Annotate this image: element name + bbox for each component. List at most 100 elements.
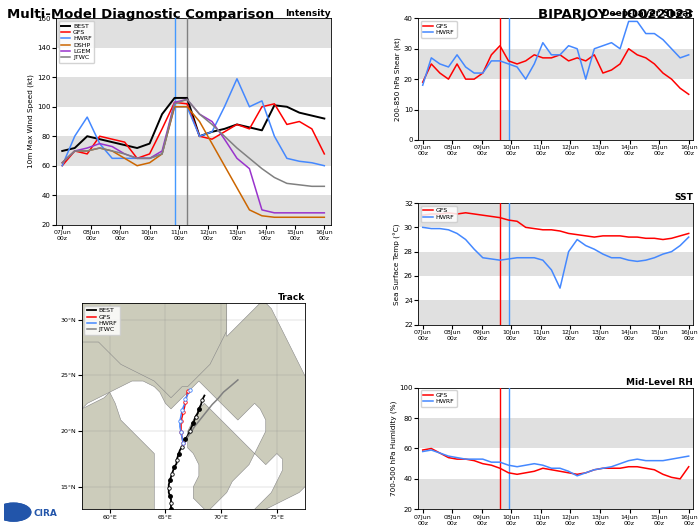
JTWC <box>71 148 79 154</box>
BEST <box>95 136 104 142</box>
GFS <box>120 139 129 145</box>
GFS <box>608 465 616 471</box>
Legend: GFS, HWRF: GFS, HWRF <box>421 206 456 222</box>
GFS <box>479 460 487 467</box>
GFS <box>258 103 266 110</box>
JTWC <box>245 155 253 162</box>
GFS <box>530 468 538 475</box>
DSHP <box>83 148 92 154</box>
HWRF <box>295 158 304 164</box>
GFS <box>590 234 598 240</box>
HWRF <box>461 236 470 243</box>
Y-axis label: 10m Max Wind Speed (kt): 10m Max Wind Speed (kt) <box>28 75 34 169</box>
HWRF <box>479 456 487 463</box>
BEST <box>167 506 175 512</box>
Text: SST: SST <box>674 193 693 202</box>
HWRF <box>487 256 496 262</box>
HWRF <box>186 387 194 393</box>
GFS <box>573 232 582 238</box>
GFS <box>470 457 478 464</box>
GFS <box>564 470 573 476</box>
Line: JTWC: JTWC <box>62 99 324 186</box>
GFS <box>676 85 685 91</box>
DSHP <box>195 118 204 124</box>
GFS <box>180 405 188 411</box>
DSHP <box>183 103 191 110</box>
Legend: GFS, HWRF: GFS, HWRF <box>421 390 456 407</box>
JTWC <box>179 440 188 447</box>
BEST <box>258 127 266 133</box>
Line: GFS: GFS <box>181 391 188 444</box>
HWRF <box>444 227 453 233</box>
GFS <box>650 467 659 473</box>
HWRF <box>435 225 444 232</box>
BEST <box>166 477 174 484</box>
HWRF <box>427 225 435 232</box>
JTWC <box>195 111 204 117</box>
GFS <box>547 227 556 233</box>
JTWC <box>181 437 190 443</box>
JTWC <box>120 151 129 157</box>
BEST <box>189 420 197 426</box>
HWRF <box>177 413 186 419</box>
GFS <box>419 447 427 453</box>
DSHP <box>208 141 216 147</box>
HWRF <box>573 46 582 52</box>
JTWC <box>158 151 167 157</box>
HWRF <box>180 401 188 407</box>
JTWC <box>190 424 199 430</box>
BEST <box>170 95 178 101</box>
GFS <box>659 70 667 76</box>
DSHP <box>95 145 104 151</box>
HWRF <box>608 39 616 46</box>
JTWC <box>183 434 192 440</box>
GFS <box>530 225 538 232</box>
LGEM <box>195 111 204 117</box>
BEST <box>83 133 92 139</box>
BEST <box>195 406 203 412</box>
JTWC <box>83 148 92 154</box>
BEST <box>208 129 216 135</box>
HWRF <box>427 55 435 61</box>
Line: GFS: GFS <box>423 448 689 479</box>
GFS <box>642 465 650 471</box>
DSHP <box>270 214 279 220</box>
GFS <box>633 464 641 470</box>
HWRF <box>685 51 693 58</box>
GFS <box>435 211 444 217</box>
Line: GFS: GFS <box>423 213 689 239</box>
BEST <box>220 125 229 132</box>
BEST <box>183 95 191 101</box>
BEST <box>120 142 129 148</box>
Text: BIPARJOY - IO022023: BIPARJOY - IO022023 <box>538 8 693 21</box>
HWRF <box>676 455 685 461</box>
BEST <box>168 470 176 477</box>
Text: Multi-Model Diagnostic Comparison: Multi-Model Diagnostic Comparison <box>7 8 274 21</box>
GFS <box>650 61 659 67</box>
BEST <box>58 148 66 154</box>
JTWC <box>234 377 242 383</box>
BEST <box>320 116 328 122</box>
BEST <box>164 485 173 491</box>
HWRF <box>547 51 556 58</box>
GFS <box>513 218 522 224</box>
BEST <box>183 433 192 439</box>
Y-axis label: 700-500 hPa Humidity (%): 700-500 hPa Humidity (%) <box>390 401 397 496</box>
BEST <box>167 474 175 480</box>
BEST <box>71 145 79 151</box>
DSHP <box>133 163 141 169</box>
HWRF <box>598 251 607 257</box>
BEST <box>167 503 175 509</box>
BEST <box>167 499 175 506</box>
HWRF <box>71 133 79 139</box>
GFS <box>538 465 547 471</box>
GFS <box>633 51 641 58</box>
JTWC <box>195 418 203 424</box>
GFS <box>158 125 167 132</box>
Bar <box>419 203 693 227</box>
HWRF <box>522 255 530 261</box>
GFS <box>624 464 633 470</box>
HWRF <box>120 155 129 162</box>
DSHP <box>220 163 229 169</box>
Bar <box>56 18 330 48</box>
